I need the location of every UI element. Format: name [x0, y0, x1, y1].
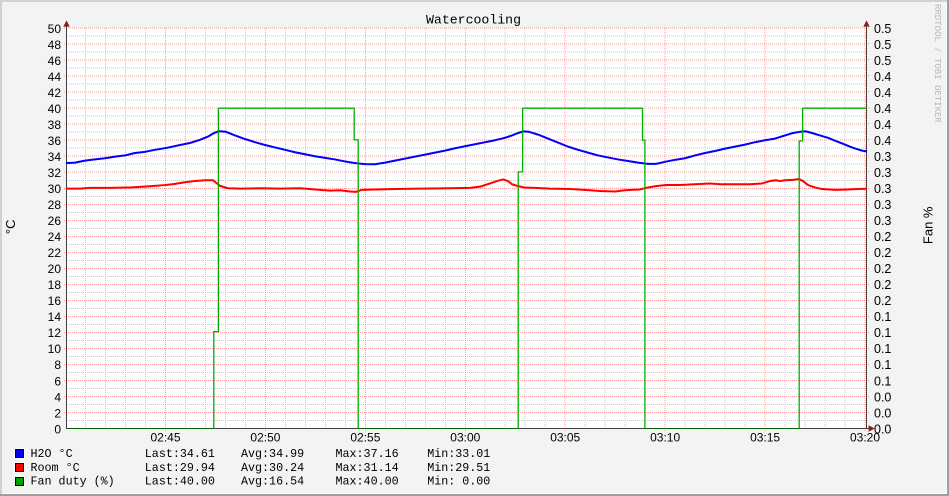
svg-text:0.3: 0.3 [874, 198, 891, 212]
svg-text:03:00: 03:00 [450, 431, 480, 445]
svg-text:0.3: 0.3 [874, 182, 891, 196]
svg-text:22: 22 [48, 246, 62, 260]
svg-text:0.0: 0.0 [874, 406, 891, 420]
svg-text:03:20: 03:20 [850, 431, 880, 445]
svg-text:28: 28 [48, 198, 62, 212]
svg-text:Max:37.16: Max:37.16 [336, 447, 399, 461]
svg-text:0.4: 0.4 [874, 102, 891, 116]
svg-text:16: 16 [48, 294, 62, 308]
svg-text:4: 4 [54, 390, 61, 404]
svg-text:Last:34.61: Last:34.61 [145, 447, 215, 461]
svg-text:48: 48 [48, 38, 62, 52]
svg-text:Avg:30.24: Avg:30.24 [241, 461, 304, 475]
svg-text:Min:33.01: Min:33.01 [427, 447, 490, 461]
svg-text:°C: °C [3, 220, 18, 235]
svg-text:0.0: 0.0 [874, 422, 891, 436]
svg-text:0.5: 0.5 [874, 54, 891, 68]
svg-text:Min:29.51: Min:29.51 [427, 461, 490, 475]
svg-text:0.5: 0.5 [874, 38, 891, 52]
svg-text:Min: 0.00: Min: 0.00 [427, 475, 490, 489]
svg-text:6: 6 [54, 374, 61, 388]
svg-text:Last:29.94: Last:29.94 [145, 461, 215, 475]
svg-text:0.2: 0.2 [874, 246, 891, 260]
svg-text:0.3: 0.3 [874, 214, 891, 228]
svg-text:02:55: 02:55 [350, 431, 380, 445]
svg-text:Max:31.14: Max:31.14 [336, 461, 399, 475]
svg-text:2: 2 [54, 406, 61, 420]
svg-text:0.1: 0.1 [874, 374, 891, 388]
svg-text:Max:40.00: Max:40.00 [336, 475, 399, 489]
svg-text:24: 24 [48, 230, 62, 244]
svg-text:Room °C: Room °C [31, 461, 80, 475]
svg-text:Watercooling: Watercooling [426, 13, 521, 28]
svg-text:14: 14 [48, 310, 62, 324]
svg-text:34: 34 [48, 150, 62, 164]
svg-text:0.1: 0.1 [874, 358, 891, 372]
svg-text:10: 10 [48, 342, 62, 356]
svg-text:30: 30 [48, 182, 62, 196]
svg-text:0.0: 0.0 [874, 390, 891, 404]
svg-text:02:45: 02:45 [150, 431, 180, 445]
svg-text:32: 32 [48, 166, 62, 180]
svg-text:Avg:16.54: Avg:16.54 [241, 475, 304, 489]
svg-text:0.4: 0.4 [874, 134, 891, 148]
svg-text:12: 12 [48, 326, 62, 340]
svg-text:02:50: 02:50 [250, 431, 280, 445]
svg-text:RRDTOOL / TOBI OETIKER: RRDTOOL / TOBI OETIKER [932, 4, 942, 123]
svg-text:03:10: 03:10 [650, 431, 680, 445]
svg-text:0.1: 0.1 [874, 342, 891, 356]
svg-text:0.4: 0.4 [874, 86, 891, 100]
svg-text:0.2: 0.2 [874, 294, 891, 308]
svg-text:0.2: 0.2 [874, 262, 891, 276]
svg-text:18: 18 [48, 278, 62, 292]
svg-text:42: 42 [48, 86, 62, 100]
svg-text:0: 0 [54, 422, 61, 436]
svg-text:0.4: 0.4 [874, 70, 891, 84]
svg-text:0.5: 0.5 [874, 22, 891, 36]
svg-text:Avg:34.99: Avg:34.99 [241, 447, 304, 461]
svg-text:50: 50 [48, 22, 62, 36]
svg-text:0.4: 0.4 [874, 118, 891, 132]
svg-text:40: 40 [48, 102, 62, 116]
svg-text:Fan duty (%): Fan duty (%) [31, 475, 115, 489]
svg-text:20: 20 [48, 262, 62, 276]
svg-text:46: 46 [48, 54, 62, 68]
svg-text:H2O °C: H2O °C [31, 447, 73, 461]
svg-text:38: 38 [48, 118, 62, 132]
svg-text:Last:40.00: Last:40.00 [145, 475, 215, 489]
svg-text:36: 36 [48, 134, 62, 148]
svg-text:0.3: 0.3 [874, 150, 891, 164]
svg-text:8: 8 [54, 358, 61, 372]
svg-text:26: 26 [48, 214, 62, 228]
svg-text:03:15: 03:15 [750, 431, 780, 445]
svg-text:0.3: 0.3 [874, 166, 891, 180]
svg-text:03:05: 03:05 [550, 431, 580, 445]
svg-text:0.1: 0.1 [874, 326, 891, 340]
svg-text:0.2: 0.2 [874, 278, 891, 292]
svg-text:0.2: 0.2 [874, 230, 891, 244]
svg-text:Fan %: Fan % [921, 206, 936, 244]
svg-text:44: 44 [48, 70, 62, 84]
svg-text:0.1: 0.1 [874, 310, 891, 324]
